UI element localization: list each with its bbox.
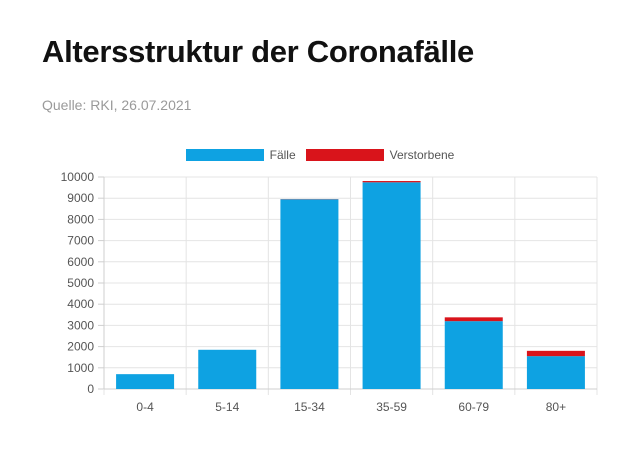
y-tick-label: 6000 [67, 255, 94, 269]
y-tick-label: 7000 [67, 234, 94, 248]
bar-verstorbene-35-59 [362, 181, 421, 183]
y-tick-label: 3000 [67, 318, 94, 332]
legend-item-faelle[interactable]: Fälle [185, 148, 296, 162]
bar-faelle-5-14 [198, 349, 257, 389]
y-tick-label: 0 [87, 382, 94, 396]
x-tick-label: 35-59 [376, 400, 407, 414]
legend-label-verstorbene: Verstorbene [389, 148, 455, 162]
bar-verstorbene-80+ [526, 350, 585, 357]
bar-faelle-0-4 [116, 374, 175, 389]
y-tick-label: 2000 [67, 340, 94, 354]
bar-faelle-80+ [526, 356, 585, 389]
y-tick-label: 5000 [67, 276, 94, 290]
x-tick-label: 80+ [546, 400, 566, 414]
y-tick-label: 4000 [67, 297, 94, 311]
legend: Fälle Verstorbene [0, 148, 640, 162]
bar-faelle-35-59 [362, 182, 421, 389]
bar-faelle-60-79 [444, 321, 503, 389]
x-tick-label: 60-79 [458, 400, 489, 414]
bar-faelle-15-34 [280, 199, 339, 389]
y-tick-label: 10000 [61, 170, 95, 184]
bar-verstorbene-60-79 [444, 317, 503, 322]
legend-item-verstorbene[interactable]: Verstorbene [305, 148, 455, 162]
legend-label-faelle: Fälle [269, 148, 296, 162]
x-tick-label: 15-34 [294, 400, 325, 414]
chart-title: Altersstruktur der Coronafälle [42, 34, 474, 69]
legend-swatch-verstorbene [305, 149, 384, 161]
y-tick-label: 9000 [67, 191, 94, 205]
y-tick-label: 1000 [67, 361, 94, 375]
y-tick-label: 8000 [67, 212, 94, 226]
chart-source: Quelle: RKI, 26.07.2021 [42, 97, 192, 113]
x-tick-label: 5-14 [215, 400, 239, 414]
legend-swatch-faelle [185, 149, 264, 161]
x-tick-label: 0-4 [136, 400, 154, 414]
